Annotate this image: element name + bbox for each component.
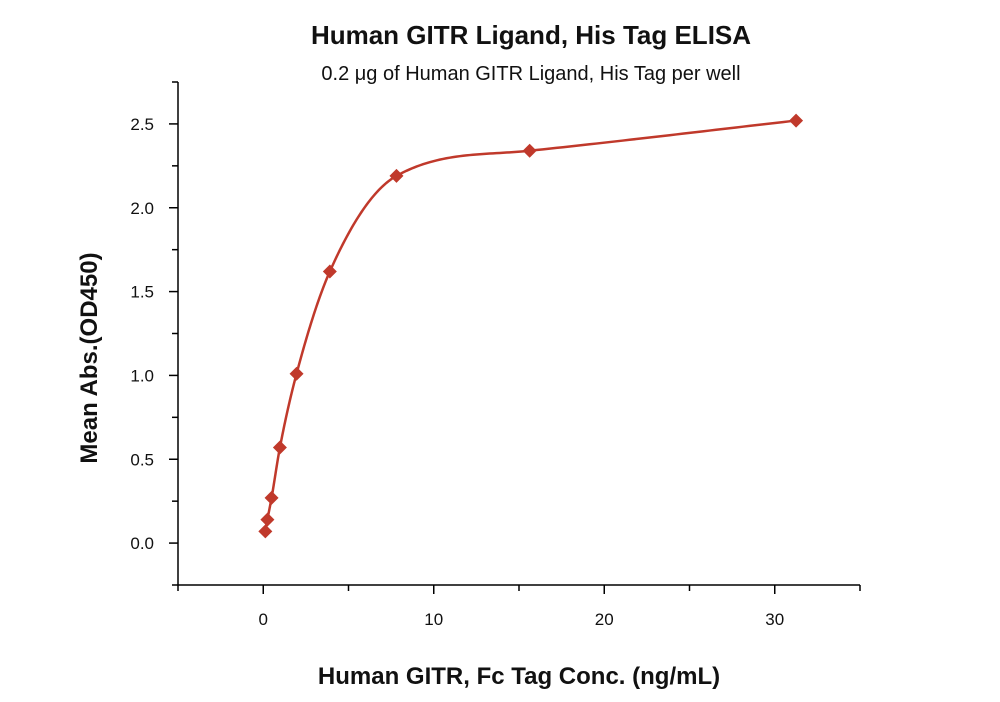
y-tick-label: 0.0 bbox=[130, 534, 154, 553]
axes bbox=[177, 82, 860, 586]
x-tick-label: 0 bbox=[259, 610, 268, 629]
data-points bbox=[258, 113, 804, 539]
x-tick-label: 20 bbox=[595, 610, 614, 629]
fit-curve bbox=[264, 119, 797, 532]
x-axis-label: Human GITR, Fc Tag Conc. (ng/mL) bbox=[318, 663, 720, 690]
y-tick-label: 1.5 bbox=[130, 283, 154, 302]
ticks bbox=[169, 81, 861, 594]
data-point bbox=[522, 143, 537, 158]
data-point bbox=[260, 512, 275, 527]
data-point bbox=[264, 490, 279, 505]
data-point bbox=[289, 366, 304, 381]
y-tick-label: 0.5 bbox=[130, 450, 154, 469]
data-point bbox=[322, 264, 337, 279]
data-point bbox=[272, 440, 287, 455]
y-tick-label: 2.5 bbox=[130, 115, 154, 134]
y-axis-label: Mean Abs.(OD450) bbox=[76, 252, 103, 463]
y-tick-label: 1.0 bbox=[130, 366, 154, 385]
data-point bbox=[789, 113, 804, 128]
x-tick-label: 30 bbox=[765, 610, 784, 629]
chart-title: Human GITR Ligand, His Tag ELISA bbox=[311, 20, 751, 50]
chart-subtitle: 0.2 μg of Human GITR Ligand, His Tag per… bbox=[321, 63, 740, 85]
tick-labels: 0 10 20 30 0.0 0.5 1.0 1.5 2.0 2.5 bbox=[130, 115, 784, 629]
y-tick-label: 2.0 bbox=[130, 199, 154, 218]
x-tick-label: 10 bbox=[424, 610, 443, 629]
data-point bbox=[258, 524, 273, 539]
data-point bbox=[389, 168, 404, 183]
